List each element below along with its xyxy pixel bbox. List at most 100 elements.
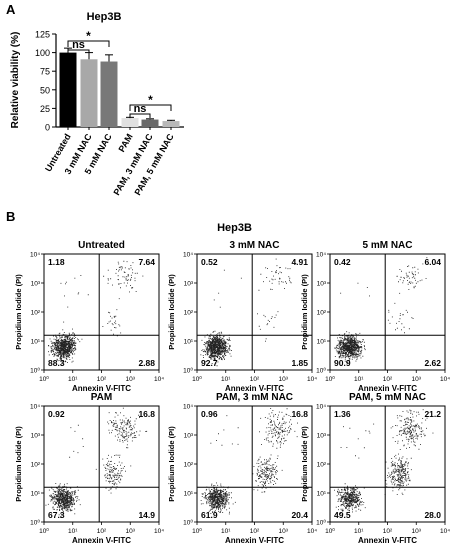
x-tick-label: 10³	[279, 376, 289, 383]
x-tick-label: 10⁰	[39, 375, 49, 383]
x-tick-label: 10²	[97, 528, 107, 535]
x-tick-label: 10³	[126, 376, 136, 383]
significance-bracket	[129, 113, 151, 118]
y-tick-label: 75	[40, 67, 50, 77]
quadrant-lower-right: 1.85	[291, 358, 308, 368]
quadrant-lower-right: 20.4	[291, 510, 308, 520]
y-tick-label: 10³	[31, 433, 41, 440]
x-tick-label: 10²	[97, 376, 107, 383]
significance-label: *	[148, 93, 153, 107]
x-tick-label: 10⁴	[440, 376, 450, 383]
x-tick-label: 10⁴	[307, 528, 317, 535]
dot-cloud	[334, 257, 428, 364]
x-tick-label: 10³	[412, 376, 422, 383]
x-tick-label: 10²	[383, 376, 393, 383]
x-axis-label: Annexin V-FITC	[225, 384, 284, 393]
quadrant-lower-right: 2.88	[138, 358, 155, 368]
y-tick-label: 125	[35, 30, 50, 40]
quadrant-lower-left: 92.7	[201, 358, 218, 368]
quadrant-lower-left: 61.9	[201, 510, 218, 520]
y-tick-label: 10⁴	[316, 404, 326, 411]
y-axis-label: Propidium Iodide (PI)	[167, 426, 176, 502]
x-tick-label: 10²	[250, 528, 260, 535]
bar-4	[121, 118, 139, 127]
x-tick-label: 10⁰	[325, 375, 335, 383]
significance-label: ns	[134, 103, 147, 115]
y-tick-label: 10³	[184, 433, 194, 440]
y-axis-label: Propidium Iodide (PI)	[167, 274, 176, 350]
x-axis-label: Annexin V-FITC	[72, 536, 131, 545]
y-tick-label: 10³	[184, 281, 194, 288]
significance-label: ns	[72, 39, 85, 51]
y-tick-label: 10¹	[317, 491, 327, 498]
y-tick-label: 10⁴	[183, 252, 193, 259]
y-tick-label: 50	[40, 85, 50, 95]
x-tick-label: 10⁴	[307, 376, 317, 383]
quadrant-upper-left: 0.42	[334, 257, 351, 267]
y-axis-label: Propidium Iodide (PI)	[300, 274, 309, 350]
y-tick-label: 10⁰	[30, 367, 40, 375]
y-tick-label: 10⁴	[183, 404, 193, 411]
y-axis-label: Propidium Iodide (PI)	[14, 426, 23, 502]
quadrant-upper-right: 21.2	[424, 409, 441, 419]
quadrant-upper-right: 16.8	[291, 409, 308, 419]
x-tick-label: 10¹	[354, 528, 364, 535]
x-tick-label: 10³	[412, 528, 422, 535]
dot-plot-title: 5 mM NAC	[362, 240, 412, 251]
y-tick-label: 10⁰	[316, 367, 326, 375]
x-tick-label: 10¹	[221, 528, 231, 535]
x-axis-label: Annexin V-FITC	[358, 536, 417, 545]
quadrant-lower-right: 14.9	[138, 510, 155, 520]
y-tick-label: 10²	[184, 462, 194, 469]
x-tick-label: 10⁴	[440, 528, 450, 535]
x-tick-label: 10⁴	[154, 376, 164, 383]
x-tick-label: 10⁴	[154, 528, 164, 535]
quadrant-lower-left: 88.3	[48, 358, 65, 368]
significance-bracket	[129, 104, 172, 111]
y-axis-label: Relative viability (%)	[10, 32, 21, 129]
x-tick-label: 10¹	[68, 376, 78, 383]
y-tick-label: 10²	[184, 310, 194, 317]
bar-chart-title: Hep3B	[87, 11, 122, 23]
y-tick-label: 10²	[317, 310, 327, 317]
y-tick-label: 10¹	[184, 491, 194, 498]
panel-b-letter: B	[6, 209, 16, 224]
quadrant-lower-left: 67.3	[48, 510, 65, 520]
y-tick-label: 0	[45, 123, 50, 133]
x-tick-label: 10⁰	[325, 527, 335, 535]
y-tick-label: 10³	[317, 433, 327, 440]
y-tick-label: 10⁴	[30, 252, 40, 259]
quadrant-upper-right: 16.8	[138, 409, 155, 419]
quadrant-upper-left: 0.92	[48, 409, 65, 419]
dot-plot-title: PAM, 5 mM NAC	[349, 392, 426, 403]
dot-cloud	[45, 407, 148, 518]
y-tick-label: 10¹	[317, 339, 327, 346]
quadrant-upper-left: 0.96	[201, 409, 218, 419]
x-tick-label: 10¹	[221, 376, 231, 383]
x-tick-label: PAM	[116, 132, 134, 154]
quadrant-upper-right: 7.64	[138, 257, 155, 267]
quadrant-upper-left: 1.18	[48, 257, 65, 267]
y-tick-label: 10¹	[31, 339, 41, 346]
quadrant-upper-left: 0.52	[201, 257, 218, 267]
x-tick-label: 10²	[250, 376, 260, 383]
y-tick-label: 10³	[317, 281, 327, 288]
bar-3	[100, 61, 118, 127]
y-axis-label: Propidium Iodide (PI)	[14, 274, 23, 350]
quadrant-lower-right: 2.62	[424, 358, 441, 368]
y-tick-label: 10¹	[184, 339, 194, 346]
plot-frame	[329, 405, 446, 523]
bar-6	[162, 121, 180, 127]
y-tick-label: 25	[40, 104, 50, 114]
quadrant-upper-right: 6.04	[424, 257, 441, 267]
significance-bracket	[67, 40, 110, 47]
quadrant-lower-left: 90.9	[334, 358, 351, 368]
dot-cloud	[48, 260, 144, 366]
x-tick-label: 10⁰	[192, 527, 202, 535]
